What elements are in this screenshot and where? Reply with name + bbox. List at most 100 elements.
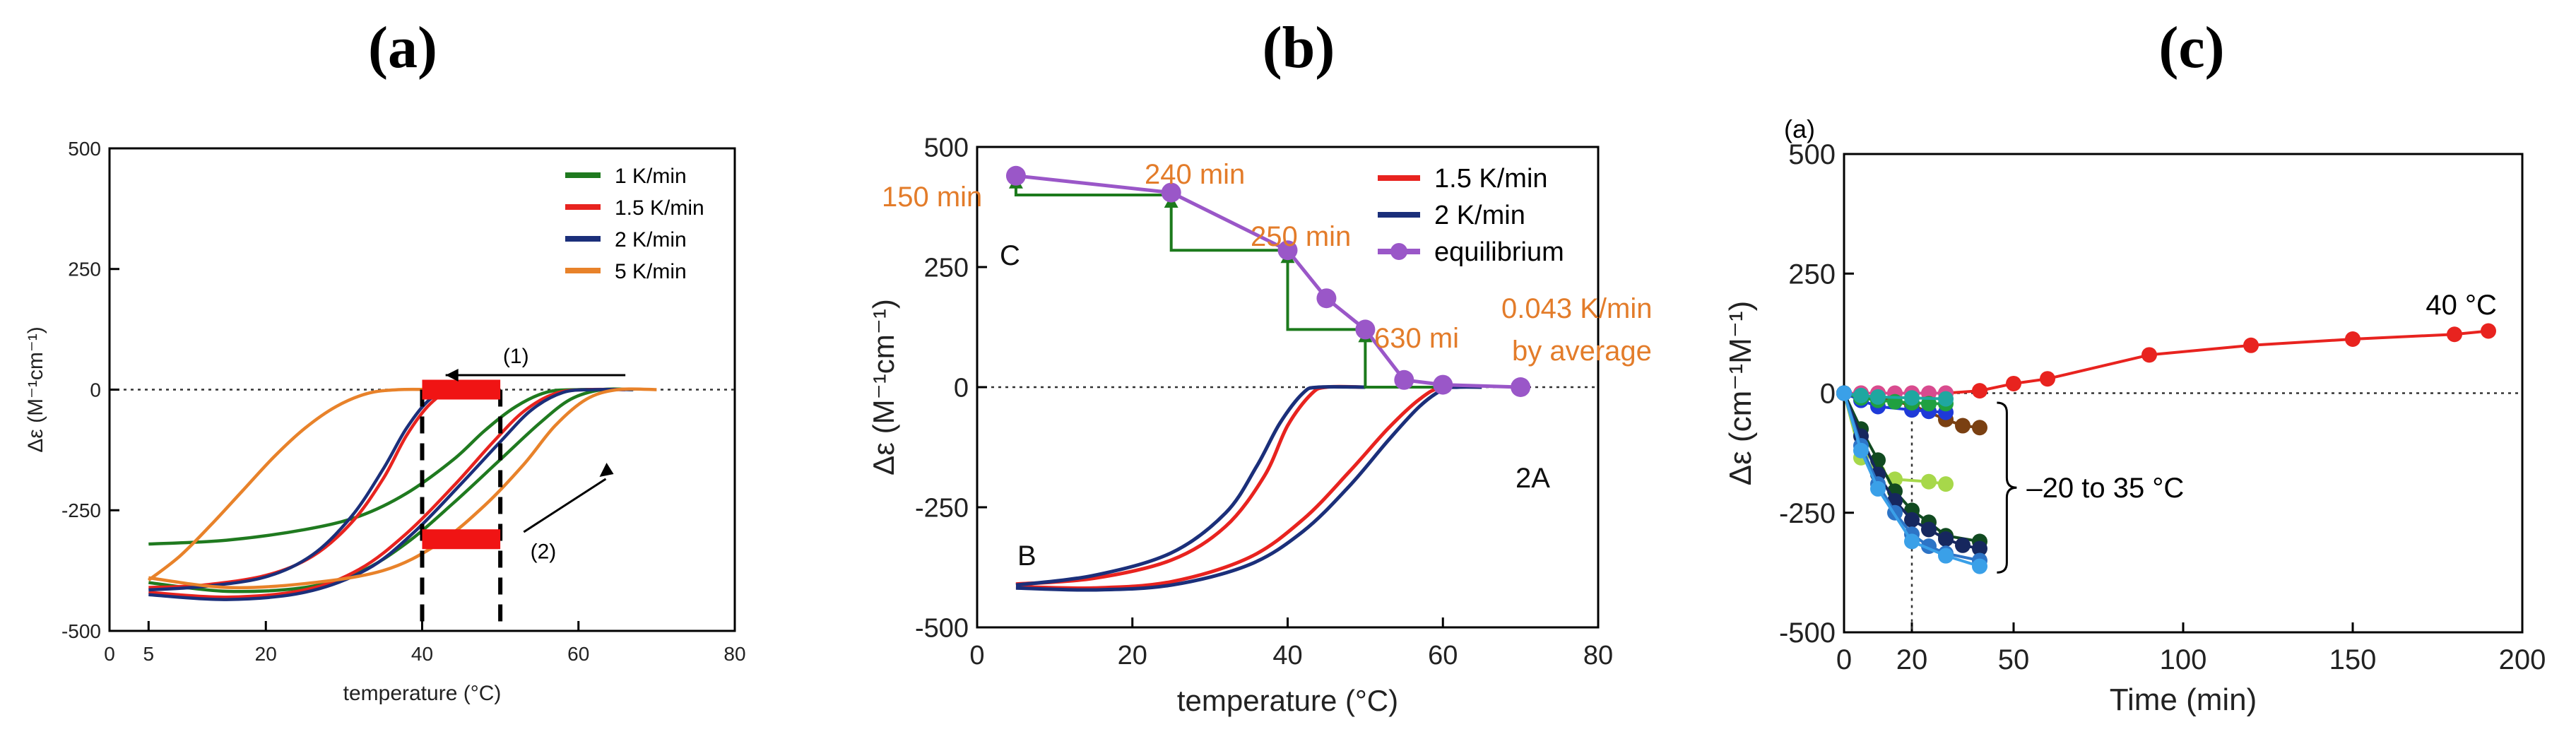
data-point (2040, 371, 2055, 387)
series-line-cooling (1015, 384, 1366, 586)
x-tick-label: 50 (1998, 644, 2030, 675)
corner-label: (a) (1784, 114, 1815, 143)
legend-marker (1390, 243, 1407, 260)
equilibrium-point (1511, 377, 1531, 397)
series-line-heating (148, 387, 634, 601)
x-axis-label: temperature (°C) (1177, 684, 1398, 717)
legend-label: 1 K/min (615, 165, 687, 188)
data-point (1938, 476, 1954, 492)
data-point (2141, 347, 2157, 363)
y-tick-label: 500 (924, 133, 969, 162)
data-point (1870, 389, 1886, 405)
x-tick-label: 80 (723, 643, 745, 665)
chart-c: 0 20 50 100 150 200 -500 -250 0 250 500 Time (min) Δ… (1723, 114, 2546, 717)
annotation-by-average: by average (1512, 336, 1652, 367)
x-tick-label: 60 (567, 643, 589, 665)
annotation-C: C (1000, 240, 1020, 271)
y-tick-label: -250 (61, 499, 101, 521)
y-tick-label: -500 (915, 613, 969, 643)
annotation-40C: 40 °C (2426, 290, 2497, 321)
arrow-heating (523, 478, 607, 533)
annotation-150min: 150 min (882, 182, 982, 213)
data-point (1853, 387, 1869, 403)
annotation-240min: 240 min (1145, 159, 1245, 190)
equilibrium-point (1161, 182, 1181, 203)
series-line-heating (1015, 384, 1482, 591)
annotation-2: (2) (531, 540, 557, 564)
annotation-2A: 2A (1516, 463, 1550, 494)
y-tick-label: 500 (1788, 139, 1836, 170)
x-tick-label: 20 (1896, 644, 1928, 675)
chart-b: 0 20 40 60 80 -500 -250 0 250 500 temperature (°C)… (867, 133, 1652, 717)
x-tick-label: 100 (2160, 644, 2207, 675)
series-line (1844, 329, 2489, 395)
data-point (2006, 375, 2021, 391)
x-tick-label: 5 (143, 643, 155, 665)
data-point (1938, 531, 1954, 547)
data-point (1853, 442, 1869, 459)
data-point (1972, 383, 1987, 399)
legend-label: 1.5 K/min (615, 196, 704, 220)
data-point (1836, 385, 1852, 401)
data-point (1904, 511, 1920, 528)
equilibrium-point (1355, 319, 1376, 340)
arrow-head (445, 369, 459, 382)
y-tick-label: 250 (68, 259, 101, 280)
y-axis-label: Δε (M⁻¹cm⁻¹) (867, 299, 900, 475)
x-tick-label: 40 (1272, 641, 1302, 670)
data-point (1972, 540, 1987, 557)
brace (1997, 401, 2017, 574)
annotation-range: –20 to 35 °C (2026, 473, 2184, 504)
y-tick-label: -500 (1779, 617, 1836, 649)
y-tick-label: -250 (915, 493, 969, 523)
x-axis-label: Time (min) (2110, 682, 2257, 717)
data-point (1972, 558, 1987, 574)
data-point (1972, 420, 1987, 436)
data-point (2243, 337, 2259, 353)
chart-a: 0 5 20 40 60 80 -500 -250 0 250 500 temperature (°C… (24, 138, 746, 705)
y-axis-label: Δε (M⁻¹cm⁻¹) (24, 326, 47, 452)
data-point (2345, 331, 2361, 347)
panel-label-a: (a) (368, 15, 437, 81)
data-point (1938, 391, 1954, 407)
data-point (1955, 418, 1971, 434)
x-tick-label: 80 (1583, 641, 1613, 670)
annotation-B: B (1017, 540, 1036, 572)
y-tick-label: 250 (924, 253, 969, 283)
x-tick-label: 150 (2329, 644, 2377, 675)
data-point (2481, 323, 2496, 339)
y-tick-label: 500 (68, 138, 101, 160)
data-point (1921, 521, 1937, 538)
y-axis-label: Δε (cm⁻¹M⁻¹) (1723, 301, 1758, 486)
x-tick-label: 0 (969, 641, 984, 670)
series-line-cooling (147, 387, 438, 582)
red-bar-marker (422, 529, 501, 550)
x-tick-label: 0 (1836, 644, 1852, 675)
data-point (2447, 326, 2462, 343)
data-point (1921, 473, 1937, 490)
y-tick-label: 0 (90, 379, 101, 401)
equilibrium-point (1316, 288, 1337, 309)
x-tick-label: 40 (411, 643, 433, 665)
legend-label: 1.5 K/min (1434, 164, 1548, 194)
y-tick-label: 0 (954, 373, 969, 403)
series-line-cooling (148, 387, 618, 546)
data-point (1904, 533, 1920, 550)
data-point (1904, 390, 1920, 406)
panel-label-c: (c) (2158, 15, 2224, 81)
annotation-rate: 0.043 K/min (1501, 293, 1652, 324)
data-point (1870, 480, 1886, 497)
x-tick-label: 20 (1118, 641, 1147, 670)
series-line-heating (148, 387, 657, 590)
annotation-250min: 250 min (1251, 221, 1351, 252)
data-point (1955, 537, 1971, 553)
y-tick-label: -250 (1779, 498, 1836, 529)
x-axis-label: temperature (°C) (343, 682, 502, 705)
y-tick-label: 0 (1820, 379, 1836, 410)
annotation-630mi: 630 mi (1374, 323, 1459, 354)
series-line-heating (148, 387, 626, 599)
staircase-line (1014, 175, 1443, 389)
equilibrium-point (1277, 240, 1298, 261)
panel-label-b: (b) (1263, 15, 1335, 81)
